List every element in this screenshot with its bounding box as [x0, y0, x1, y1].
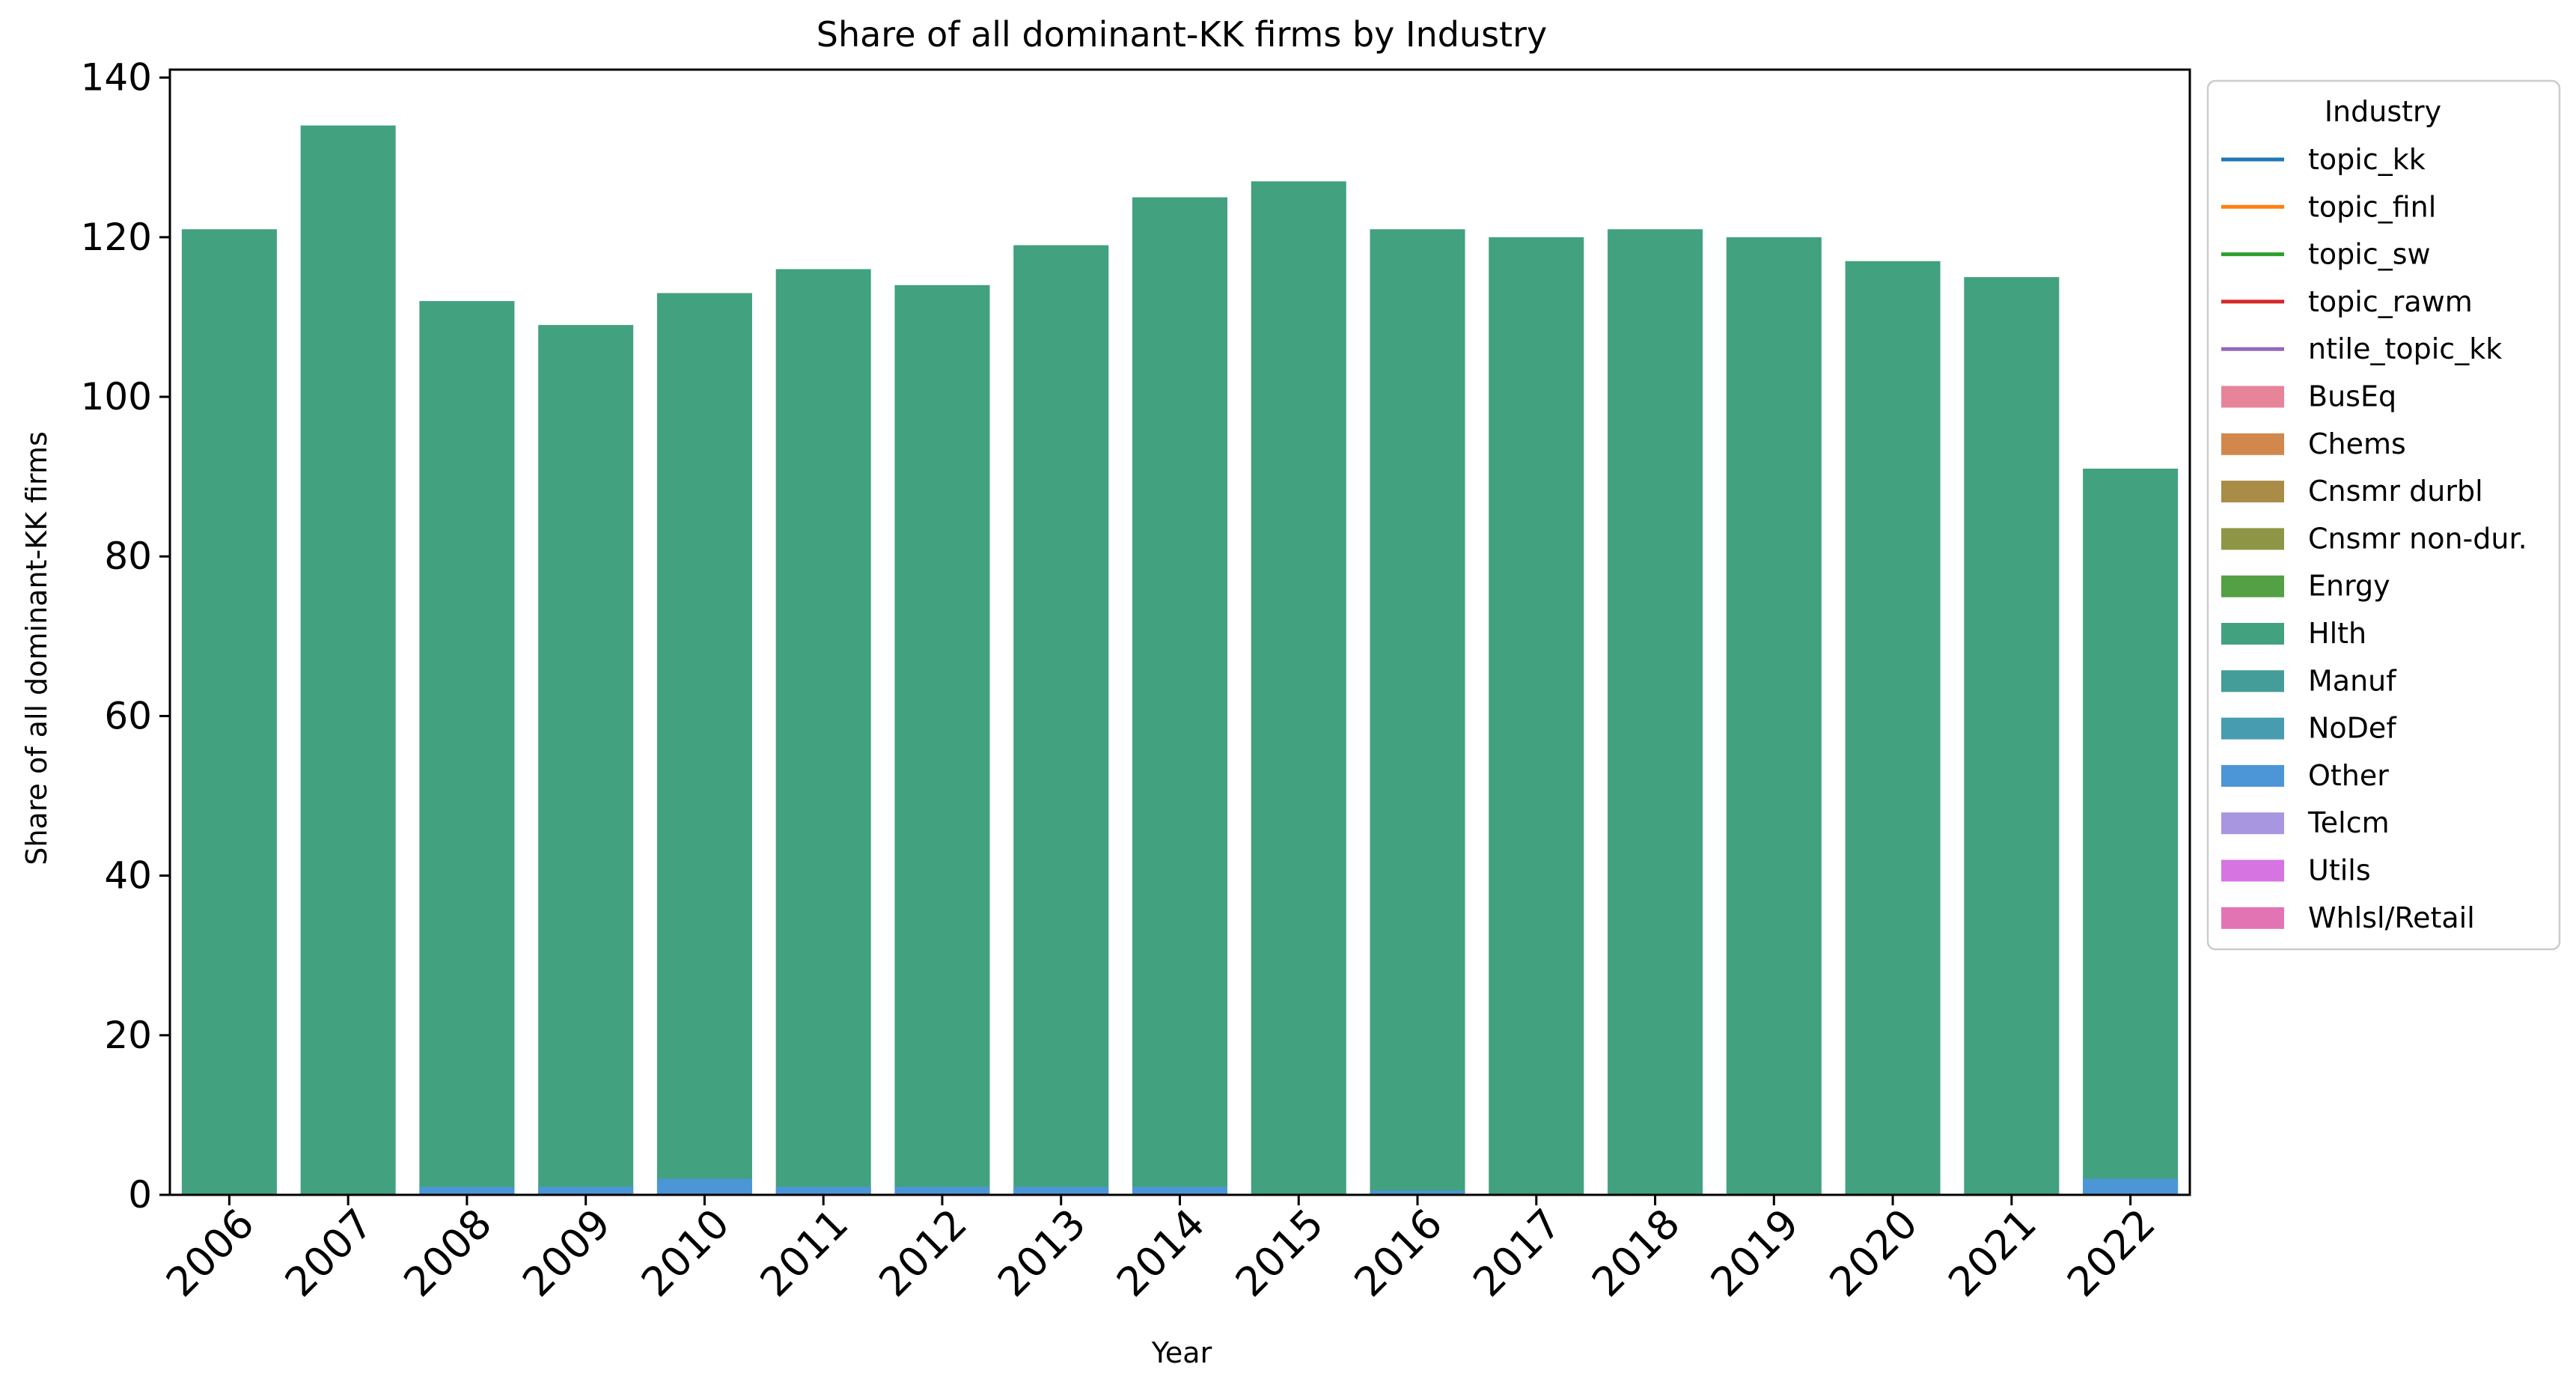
x-tick-label: 2011 [751, 1200, 858, 1306]
bar-hlth-2012 [894, 284, 990, 1196]
legend-label-whlsl-retail: Whlsl/Retail [2308, 901, 2475, 934]
x-tick-label: 2014 [1108, 1200, 1214, 1306]
x-tick-label: 2012 [870, 1200, 976, 1306]
bar-other-2013 [1013, 1187, 1109, 1195]
chart-title: Share of all dominant-KK firms by Indust… [817, 14, 1547, 55]
x-tick-label: 2006 [157, 1200, 263, 1306]
legend-label-other: Other [2308, 759, 2389, 792]
legend-label-topic-rawm: topic_rawm [2308, 285, 2473, 318]
bar-hlth-2013 [1013, 245, 1109, 1196]
bar-hlth-2011 [775, 269, 871, 1195]
x-axis: 2006 2007 2008 2009 2010 2011 2012 2013 2014 2015… [157, 1195, 2164, 1306]
x-tick-label: 2015 [1227, 1200, 1333, 1306]
legend-label-enrgy: Enrgy [2308, 570, 2390, 603]
legend-swatch-manuf [2221, 670, 2284, 693]
legend-swatch-chems [2221, 433, 2284, 455]
bar-hlth-2016 [1370, 229, 1465, 1195]
x-axis-label: Year [1151, 1336, 1212, 1369]
bar-hlth-2007 [300, 125, 396, 1195]
bar-hlth-2006 [181, 229, 277, 1195]
bar-hlth-2017 [1489, 237, 1584, 1195]
bar-hlth-2009 [538, 325, 634, 1195]
bar-hlth-2015 [1251, 181, 1346, 1196]
legend-box [2206, 79, 2561, 951]
legend-label-topic-kk: topic_kk [2308, 143, 2426, 176]
y-tick-label: 0 [128, 1173, 152, 1217]
bar-other-2011 [775, 1187, 871, 1195]
x-tick-label: 2007 [276, 1200, 382, 1306]
legend-swatch-cnsmr-durbl [2221, 481, 2284, 503]
legend-swatch-whlsl-retail [2221, 907, 2284, 929]
plot-frame [168, 68, 2191, 1196]
legend-label-cnsmr-non-dur-: Cnsmr non-dur. [2308, 522, 2527, 555]
legend-items: topic_kk topic_finl topic_sw topic_rawmntil… [2221, 143, 2527, 934]
legend-label-buseq: BusEq [2308, 380, 2396, 413]
x-tick-label: 2020 [1821, 1200, 1927, 1306]
bar-other-2014 [1132, 1187, 1228, 1195]
y-tick-label: 80 [104, 535, 152, 578]
legend-title: Industry [2325, 95, 2441, 128]
legend-swatch-utils [2221, 859, 2284, 882]
x-tick-label: 2013 [989, 1200, 1095, 1306]
x-tick-label: 2016 [1345, 1200, 1451, 1306]
bars-layer [181, 125, 2179, 1196]
x-tick-label: 2018 [1583, 1200, 1689, 1306]
legend-label-utils: Utils [2308, 854, 2371, 887]
y-tick-label: 40 [104, 854, 152, 898]
legend-label-ntile-topic-kk: ntile_topic_kk [2308, 332, 2502, 365]
bar-hlth-2019 [1726, 237, 1822, 1195]
x-tick-label: 2022 [2058, 1200, 2164, 1306]
legend-swatch-enrgy [2221, 575, 2284, 597]
x-tick-label: 2017 [1464, 1200, 1570, 1306]
bar-other-2016 [1370, 1190, 1465, 1195]
legend-swatch-hlth [2221, 623, 2284, 645]
y-tick-label: 100 [81, 375, 152, 418]
bar-other-2012 [894, 1187, 990, 1195]
legend-label-topic-sw: topic_sw [2308, 238, 2431, 271]
bar-hlth-2008 [419, 301, 515, 1195]
bar-hlth-2014 [1132, 197, 1228, 1195]
legend-swatch-nodef [2221, 717, 2284, 740]
x-tick-label: 2019 [1702, 1200, 1808, 1306]
bar-hlth-2020 [1845, 261, 1941, 1195]
y-tick-label: 140 [81, 56, 152, 100]
legend-swatch-buseq [2221, 386, 2284, 408]
y-tick-label: 120 [81, 216, 152, 259]
bar-other-2009 [538, 1187, 634, 1195]
y-tick-label: 60 [104, 694, 152, 737]
legend-label-hlth: Hlth [2308, 617, 2366, 650]
bar-other-2010 [656, 1178, 752, 1195]
legend-label-topic-finl: topic_finl [2308, 190, 2436, 223]
y-axis-label: Share of all dominant-KK firms [20, 431, 53, 865]
legend-label-manuf: Manuf [2308, 664, 2397, 697]
legend-label-cnsmr-durbl: Cnsmr durbl [2308, 475, 2483, 508]
x-tick-label: 2010 [632, 1200, 739, 1306]
bar-other-2008 [419, 1187, 515, 1195]
bar-hlth-2018 [1608, 229, 1703, 1195]
legend-label-chems: Chems [2308, 427, 2406, 460]
bar-hlth-2021 [1964, 277, 2060, 1195]
bar-other-2022 [2083, 1178, 2179, 1195]
x-tick-label: 2021 [1939, 1200, 2045, 1306]
bar-hlth-2010 [656, 293, 752, 1196]
legend-swatch-cnsmr-non-dur- [2221, 528, 2284, 550]
x-tick-label: 2009 [513, 1200, 620, 1306]
legend: Industry topic_kktopic_finltopic_swtopic… [2206, 79, 2561, 951]
legend-swatch-other [2221, 764, 2284, 787]
legend-swatch-telcm [2221, 812, 2284, 835]
legend-label-nodef: NoDef [2308, 712, 2397, 745]
x-tick-label: 2008 [394, 1200, 501, 1306]
y-axis: 0 20 40 60 80 100 120 140 [81, 56, 170, 1217]
bar-hlth-2022 [2083, 468, 2179, 1195]
y-tick-label: 20 [104, 1014, 152, 1057]
legend-label-telcm: Telcm [2307, 806, 2390, 839]
